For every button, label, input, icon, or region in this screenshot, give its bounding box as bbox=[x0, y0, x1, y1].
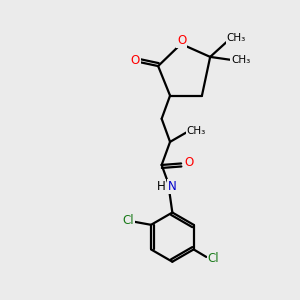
Text: CH₃: CH₃ bbox=[231, 55, 250, 65]
Text: N: N bbox=[168, 180, 177, 193]
Text: CH₃: CH₃ bbox=[186, 126, 206, 136]
Text: CH₃: CH₃ bbox=[226, 33, 246, 43]
Text: O: O bbox=[131, 54, 140, 67]
Text: Cl: Cl bbox=[122, 214, 134, 227]
Text: H: H bbox=[157, 180, 165, 193]
Text: Cl: Cl bbox=[208, 252, 219, 265]
Text: O: O bbox=[177, 34, 186, 47]
Text: O: O bbox=[184, 156, 194, 170]
